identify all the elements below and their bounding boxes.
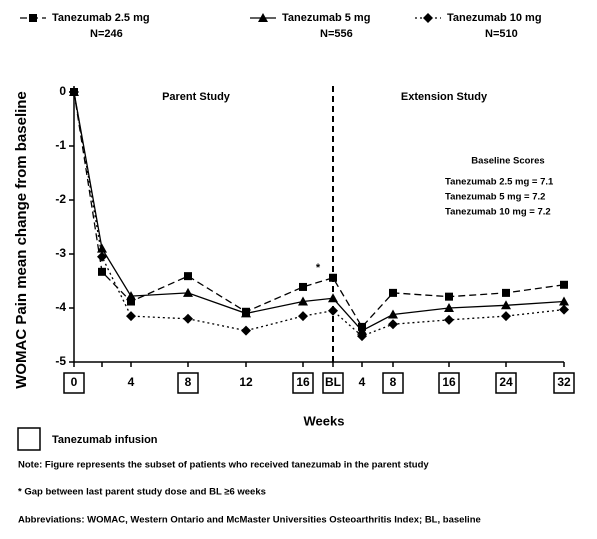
infusion-box	[292, 372, 314, 394]
annotation: Baseline Scores	[471, 156, 544, 167]
legend-label: Tanezumab 2.5 mg	[52, 12, 150, 24]
x-axis-label: Weeks	[304, 413, 345, 428]
legend-marker	[258, 13, 268, 22]
note: Abbreviations: WOMAC, Western Ontario an…	[18, 515, 481, 526]
marker	[357, 331, 367, 342]
infusion-box	[322, 372, 344, 394]
annotation: Tanezumab 2.5 mg = 7.1	[445, 177, 554, 188]
legend-n: N=246	[90, 28, 123, 40]
marker	[328, 293, 338, 303]
x-tick-label: 16	[296, 375, 310, 389]
marker	[126, 291, 136, 301]
legend-n: N=556	[320, 28, 353, 40]
marker	[328, 305, 338, 316]
x-tick-label: 12	[239, 375, 253, 389]
marker	[97, 243, 107, 253]
x-tick-label: 32	[557, 375, 571, 389]
annotation: Tanezumab 5 mg = 7.2	[445, 192, 545, 203]
x-tick-label: 16	[442, 375, 456, 389]
annotation: Tanezumab 10 mg = 7.2	[445, 207, 551, 218]
x-tick-label: 4	[359, 375, 366, 389]
x-tick-label: BL	[325, 375, 341, 389]
y-axis-label: WOMAC Pain mean change from baseline	[13, 91, 30, 389]
marker	[329, 273, 337, 282]
marker	[388, 309, 398, 319]
x-tick-label: 24	[499, 375, 513, 389]
series-line	[73, 91, 565, 332]
infusion-box	[438, 372, 460, 394]
infusion-box	[63, 372, 85, 394]
marker	[560, 280, 568, 289]
marker	[298, 311, 308, 322]
marker	[559, 304, 569, 315]
legend-marker	[29, 14, 37, 22]
infusion-box	[553, 372, 575, 394]
marker	[98, 267, 106, 276]
marker	[241, 308, 251, 318]
legend-n: N=510	[485, 28, 518, 40]
marker	[184, 272, 192, 281]
legend-label: Tanezumab infusion	[52, 434, 158, 446]
x-tick-label: 8	[390, 375, 397, 389]
marker	[127, 297, 135, 306]
series-line	[73, 91, 565, 328]
x-tick-label: 0	[71, 375, 78, 389]
marker	[444, 303, 454, 312]
marker	[501, 300, 511, 310]
marker	[241, 325, 251, 336]
y-tick-label: -5	[55, 354, 66, 368]
infusion-box	[382, 372, 404, 394]
marker	[298, 296, 308, 306]
marker	[388, 319, 398, 330]
marker	[444, 314, 454, 325]
legend-label: Tanezumab 10 mg	[447, 12, 542, 24]
note: * Gap between last parent study dose and…	[18, 487, 266, 498]
y-tick-label: 0	[59, 84, 66, 98]
annotation: *	[316, 262, 321, 274]
legend-marker	[423, 13, 433, 23]
marker	[299, 282, 307, 291]
marker	[389, 288, 397, 297]
note: Note: Figure represents the subset of pa…	[18, 460, 429, 471]
infusion-box	[495, 372, 517, 394]
x-tick-label: 8	[185, 375, 192, 389]
marker	[183, 287, 193, 297]
y-tick-label: -1	[55, 138, 66, 152]
marker	[69, 87, 79, 97]
marker	[445, 292, 453, 301]
marker	[97, 251, 107, 262]
y-tick-label: -4	[55, 300, 66, 314]
marker	[183, 313, 193, 324]
annotation: Parent Study	[162, 91, 231, 103]
legend-label: Tanezumab 5 mg	[282, 12, 370, 24]
infusion-legend-box	[17, 427, 41, 451]
marker	[502, 288, 510, 297]
y-tick-label: -3	[55, 246, 66, 260]
x-tick-label: 4	[128, 375, 135, 389]
y-tick-label: -2	[55, 192, 66, 206]
marker	[501, 311, 511, 322]
marker	[126, 311, 136, 322]
infusion-box	[177, 372, 199, 394]
annotation: Extension Study	[401, 91, 488, 103]
marker	[559, 296, 569, 306]
marker	[357, 325, 367, 335]
series-line	[73, 91, 565, 337]
